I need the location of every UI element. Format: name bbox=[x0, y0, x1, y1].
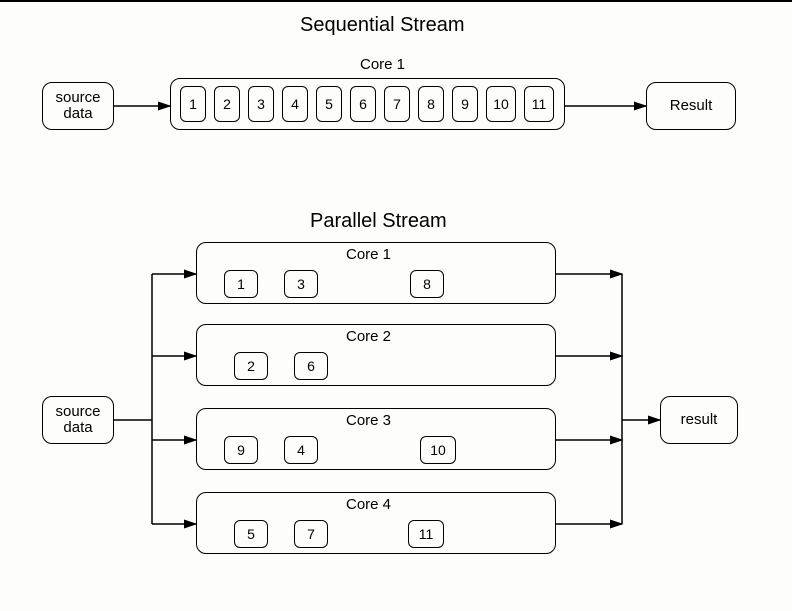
sequential-title: Sequential Stream bbox=[300, 14, 465, 37]
sequential-item: 4 bbox=[282, 86, 308, 122]
sequential-item: 7 bbox=[384, 86, 410, 122]
parallel-item: 7 bbox=[294, 520, 328, 548]
sequential-item: 10 bbox=[486, 86, 516, 122]
parallel-item: 1 bbox=[224, 270, 258, 298]
parallel-result-box: result bbox=[660, 396, 738, 444]
parallel-source-box: source data bbox=[42, 396, 114, 444]
parallel-item: 5 bbox=[234, 520, 268, 548]
sequential-item: 9 bbox=[452, 86, 478, 122]
parallel-title: Parallel Stream bbox=[310, 210, 447, 233]
parallel-item: 11 bbox=[408, 520, 444, 548]
sequential-core-label: Core 1 bbox=[360, 56, 405, 73]
sequential-item: 8 bbox=[418, 86, 444, 122]
parallel-source-label: source data bbox=[55, 404, 100, 437]
parallel-item: 4 bbox=[284, 436, 318, 464]
sequential-item: 6 bbox=[350, 86, 376, 122]
sequential-source-box: source data bbox=[42, 82, 114, 130]
parallel-item: 9 bbox=[224, 436, 258, 464]
sequential-item: 5 bbox=[316, 86, 342, 122]
parallel-item: 8 bbox=[410, 270, 444, 298]
sequential-item: 2 bbox=[214, 86, 240, 122]
sequential-result-box: Result bbox=[646, 82, 736, 130]
parallel-item: 6 bbox=[294, 352, 328, 380]
parallel-result-label: result bbox=[681, 412, 718, 429]
sequential-result-label: Result bbox=[670, 98, 713, 115]
sequential-source-label: source data bbox=[55, 90, 100, 123]
sequential-item: 11 bbox=[524, 86, 554, 122]
sequential-item: 1 bbox=[180, 86, 206, 122]
sequential-item: 3 bbox=[248, 86, 274, 122]
parallel-item: 10 bbox=[420, 436, 456, 464]
parallel-item: 3 bbox=[284, 270, 318, 298]
parallel-item: 2 bbox=[234, 352, 268, 380]
